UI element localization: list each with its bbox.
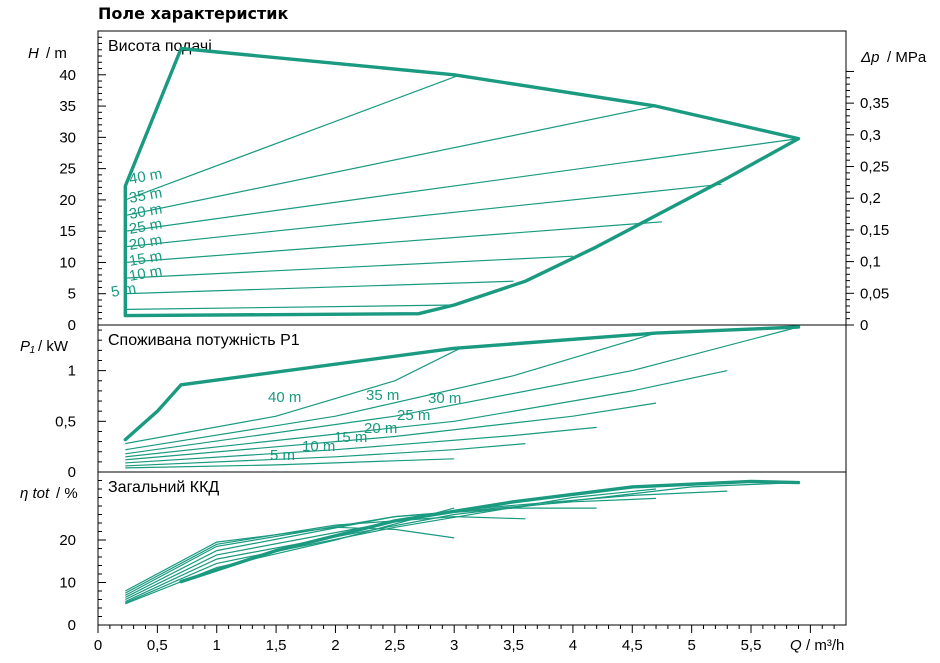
y2-tick-label: 0,3 — [860, 127, 881, 144]
y-tick-label: 35 — [59, 98, 76, 115]
y-tick-label: 0 — [68, 464, 76, 481]
curve-10m — [125, 280, 514, 295]
x-tick-label: 5,5 — [741, 637, 762, 654]
curve-20m — [125, 402, 657, 461]
curve-label: 20 m — [364, 420, 397, 437]
x-tick-label: 5 — [687, 637, 695, 654]
envelope-power — [123, 325, 801, 442]
y-axis-symbol: P₁ — [20, 338, 35, 355]
curve-label: 10 m — [302, 438, 335, 455]
x-axis-symbol: Q — [790, 637, 802, 654]
panel-title: Висота подачі — [108, 38, 212, 55]
y2-tick-label: 0,15 — [860, 222, 889, 239]
y-axis-unit: / m — [46, 45, 67, 62]
curve-15m — [125, 507, 597, 596]
curve-label: 10 m — [128, 262, 164, 285]
curve-label: 15 m — [128, 247, 164, 270]
curve-15m — [125, 255, 573, 279]
curve-35m — [125, 488, 657, 604]
curve-label: 30 m — [428, 390, 461, 407]
plot-frame — [97, 30, 847, 626]
panel-title: Загальний ККД — [108, 479, 219, 496]
curve-label: 20 m — [128, 231, 164, 254]
y-tick-label: 20 — [59, 532, 76, 549]
y2-tick-label: 0,2 — [860, 190, 881, 207]
x-tick-label: 1 — [213, 637, 221, 654]
x-tick-label: 4 — [569, 637, 577, 654]
curve-35m — [125, 105, 657, 217]
x-tick-label: 3,5 — [503, 637, 524, 654]
curve-label: 15 m — [334, 429, 367, 446]
x-tick-label: 2 — [331, 637, 339, 654]
x-tick-label: 0 — [94, 637, 102, 654]
page-title: Поле характеристик — [98, 4, 289, 23]
panel-title: Споживана потужність P1 — [108, 332, 300, 349]
curve-30m — [125, 482, 799, 603]
curve-label: 25 m — [397, 407, 430, 424]
y2-axis-unit: / MPa — [887, 49, 927, 66]
curve-label: 35 m — [366, 387, 399, 404]
curve-5m — [125, 458, 455, 469]
y2-tick-label: 0,1 — [860, 254, 881, 271]
envelope-head — [123, 46, 801, 318]
curve-label: 5 m — [110, 280, 138, 301]
envelope-efficiency — [179, 479, 801, 584]
curve-35m — [125, 332, 657, 451]
y-tick-label: 40 — [59, 67, 76, 84]
y2-axis-symbol: Δp — [860, 49, 879, 66]
curve-5m — [125, 304, 455, 310]
y-tick-label: 5 — [68, 286, 76, 303]
y2-tick-label: 0 — [860, 317, 868, 334]
y2-tick-label: 0,35 — [860, 95, 889, 112]
curve-40m — [125, 507, 455, 605]
y-axis-unit: / % — [56, 485, 78, 502]
x-tick-label: 1,5 — [266, 637, 287, 654]
curve-label: 35 m — [128, 184, 164, 207]
curve-40m — [125, 347, 461, 445]
curve-5m — [125, 526, 455, 592]
curve-10m — [125, 443, 526, 467]
y-tick-label: 0 — [68, 617, 76, 634]
y-tick-label: 20 — [59, 192, 76, 209]
y-tick-label: 10 — [59, 254, 76, 271]
y-tick-label: 25 — [59, 161, 76, 178]
y2-tick-label: 0,05 — [860, 285, 889, 302]
curve-10m — [125, 515, 526, 594]
curve-25m — [125, 370, 728, 458]
curve-40m — [125, 74, 461, 201]
y-axis-symbol: η tot — [20, 485, 50, 502]
y2-tick-label: 0,25 — [860, 159, 889, 176]
curve-25m — [125, 183, 722, 248]
x-tick-label: 3 — [450, 637, 458, 654]
y-tick-label: 0,5 — [55, 413, 76, 430]
y-tick-label: 10 — [59, 575, 76, 592]
curve-20m — [125, 221, 663, 263]
x-axis-unit: / m³/h — [806, 637, 844, 654]
curve-label: 25 m — [128, 215, 164, 238]
y-tick-label: 15 — [59, 223, 76, 240]
y-tick-label: 1 — [68, 363, 76, 380]
y-axis-symbol: H — [28, 45, 39, 62]
curve-30m — [125, 138, 799, 232]
curve-15m — [125, 426, 597, 464]
x-tick-label: 4,5 — [622, 637, 643, 654]
curve-label: 5 m — [270, 447, 295, 464]
x-tick-label: 0,5 — [147, 637, 168, 654]
y-tick-label: 30 — [59, 129, 76, 146]
x-tick-label: 2,5 — [384, 637, 405, 654]
curve-label: 30 m — [128, 200, 164, 223]
curve-label: 40 m — [268, 389, 301, 406]
curve-label: 40 m — [128, 165, 164, 188]
curve-30m — [125, 326, 799, 455]
y-axis-unit: / kW — [38, 338, 69, 355]
y-tick-label: 0 — [68, 317, 76, 334]
